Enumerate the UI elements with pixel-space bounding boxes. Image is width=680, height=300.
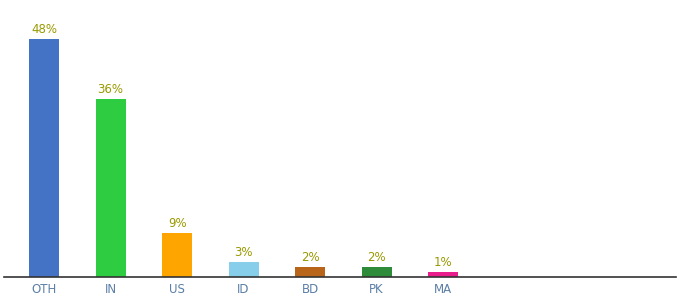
- Bar: [362, 267, 392, 277]
- Text: 48%: 48%: [31, 23, 57, 36]
- Bar: [295, 267, 325, 277]
- Bar: [428, 272, 458, 277]
- Bar: [228, 262, 258, 277]
- Text: 2%: 2%: [301, 251, 320, 264]
- Bar: [29, 39, 59, 277]
- Text: 2%: 2%: [367, 251, 386, 264]
- Bar: [96, 98, 126, 277]
- Text: 3%: 3%: [235, 246, 253, 260]
- Text: 9%: 9%: [168, 217, 186, 230]
- Bar: [162, 232, 192, 277]
- Text: 36%: 36%: [97, 82, 124, 95]
- Text: 1%: 1%: [434, 256, 452, 269]
